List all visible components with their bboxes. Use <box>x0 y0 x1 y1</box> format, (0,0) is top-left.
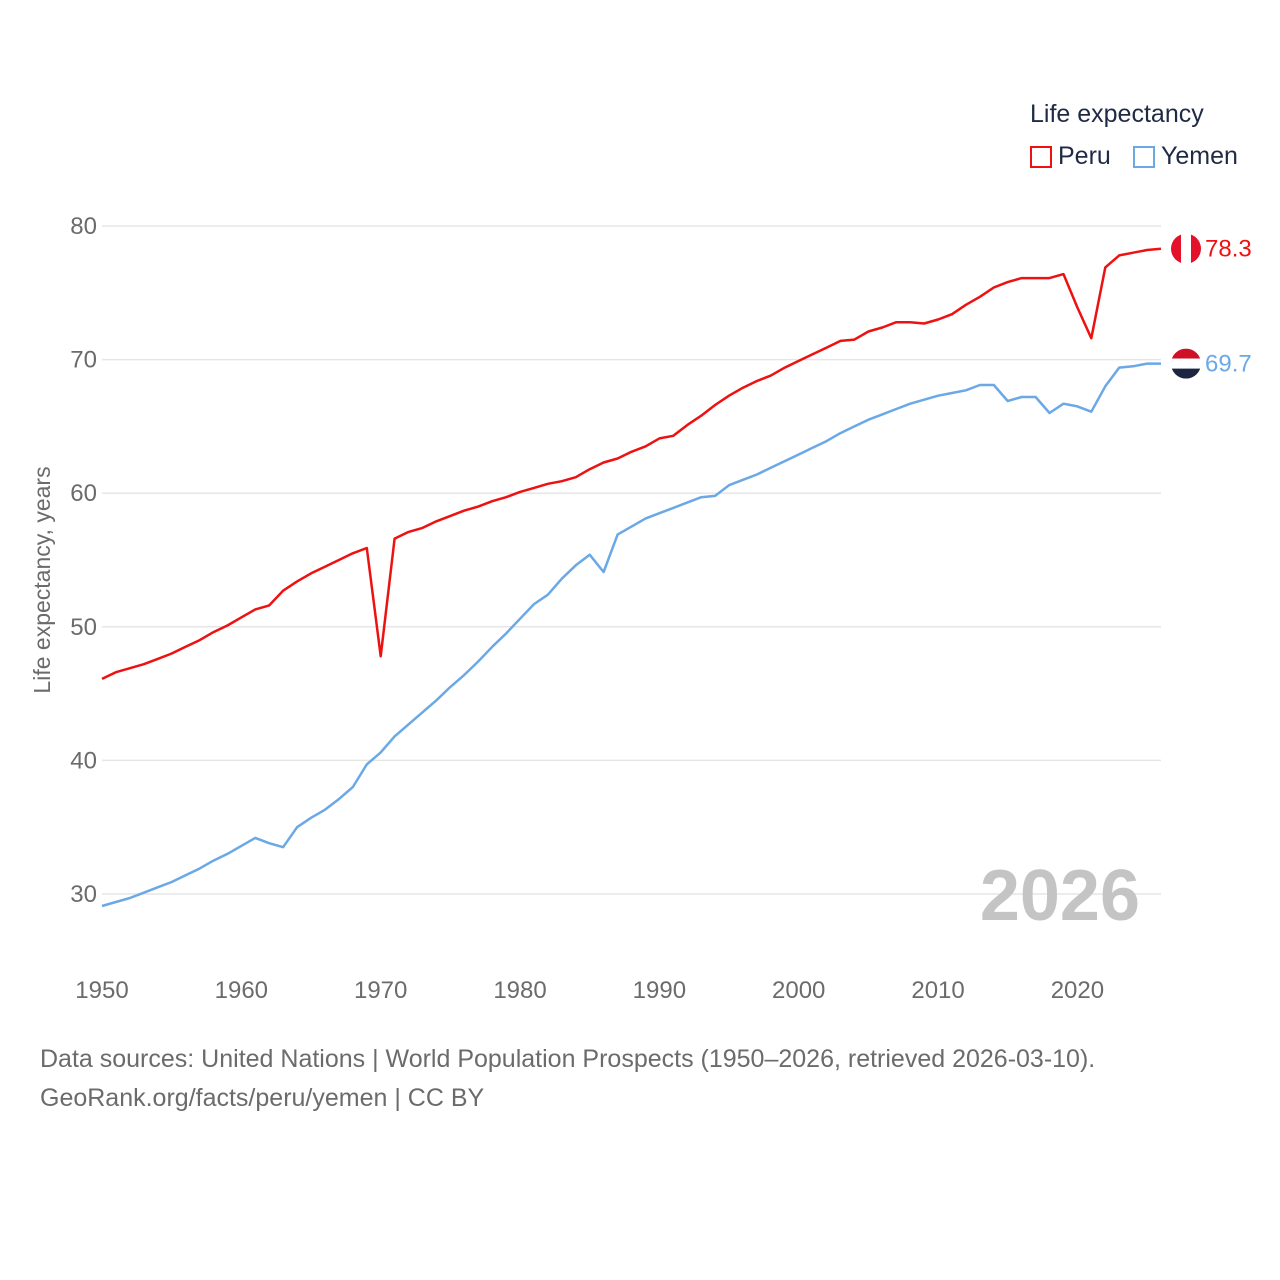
y-tick-label: 50 <box>70 614 97 641</box>
y-tick-label: 80 <box>70 213 97 240</box>
legend-item-yemen[interactable]: Yemen <box>1133 142 1238 171</box>
year-watermark: 2026 <box>980 856 1140 936</box>
y-tick-label: 40 <box>70 747 97 774</box>
series-line-peru <box>101 247 1162 681</box>
source-line-1: Data sources: United Nations | World Pop… <box>40 1045 1096 1073</box>
end-markers: 78.3 69.7 <box>1171 233 1252 379</box>
series-line-yemen <box>101 362 1161 908</box>
x-tick-label: 1980 <box>493 977 546 1004</box>
legend-item-peru[interactable]: Peru <box>1030 142 1111 171</box>
flag-yemen-icon <box>1171 348 1201 379</box>
y-axis-label: Life expectancy, years <box>29 466 55 693</box>
x-tick-label: 1950 <box>75 977 128 1004</box>
legend-label-peru: Peru <box>1058 142 1111 170</box>
x-tick-label: 2000 <box>772 977 825 1004</box>
legend-swatch-peru <box>1030 145 1052 168</box>
x-tick-label: 1990 <box>633 977 686 1004</box>
y-tick-label: 30 <box>70 881 97 908</box>
y-tick-label: 60 <box>70 480 97 507</box>
source-line-2[interactable]: GeoRank.org/facts/peru/yemen | CC BY <box>40 1084 485 1112</box>
y-tick-label: 70 <box>70 347 97 374</box>
legend-swatch-yemen <box>1133 145 1155 168</box>
series-lines <box>101 247 1162 908</box>
end-value-label-peru: 78.3 <box>1205 236 1252 263</box>
x-tick-label: 2010 <box>911 977 964 1004</box>
end-value-label-yemen: 69.7 <box>1205 351 1252 378</box>
x-axis-ticks: 1950 1960 1970 1980 1990 2000 2010 2020 <box>75 977 1104 1004</box>
legend-label-yemen: Yemen <box>1161 142 1238 170</box>
x-tick-label: 2020 <box>1051 977 1104 1004</box>
y-axis-ticks: 30 40 50 60 70 80 <box>70 213 97 908</box>
gridlines <box>102 225 1161 895</box>
legend-title: Life expectancy <box>1030 100 1204 128</box>
x-tick-label: 1970 <box>354 977 407 1004</box>
x-tick-label: 1960 <box>215 977 268 1004</box>
flag-peru-icon <box>1171 233 1201 264</box>
